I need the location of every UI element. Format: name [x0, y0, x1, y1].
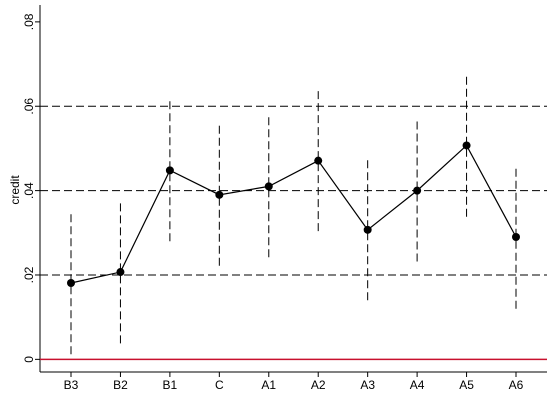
y-tick-label: 0	[22, 356, 36, 363]
marker	[314, 156, 323, 165]
y-axis-label: credit	[8, 175, 22, 205]
x-tick-label: B2	[113, 378, 128, 392]
marker	[215, 190, 224, 199]
line	[70, 144, 517, 284]
marker	[363, 225, 372, 234]
x-tick-label: B3	[64, 378, 79, 392]
x-tick-label: A2	[311, 378, 326, 392]
x-tick-label: B1	[163, 378, 178, 392]
marker	[165, 166, 174, 175]
x-tick-label: A5	[459, 378, 474, 392]
x-tick-label: A1	[261, 378, 276, 392]
x-tick-label: C	[215, 378, 224, 392]
y-tick-label: .02	[22, 266, 36, 283]
marker	[512, 233, 520, 242]
x-tick-label: A6	[509, 378, 524, 392]
y-tick-label: .08	[22, 13, 36, 30]
y-tick-label: .04	[22, 182, 36, 199]
marker	[413, 186, 422, 195]
marker	[67, 278, 75, 287]
marker	[462, 141, 471, 150]
x-tick-label: A3	[360, 378, 375, 392]
marker	[264, 182, 273, 191]
x-tick-label: A4	[410, 378, 425, 392]
y-tick-label: .06	[22, 98, 36, 115]
marker	[116, 268, 125, 277]
